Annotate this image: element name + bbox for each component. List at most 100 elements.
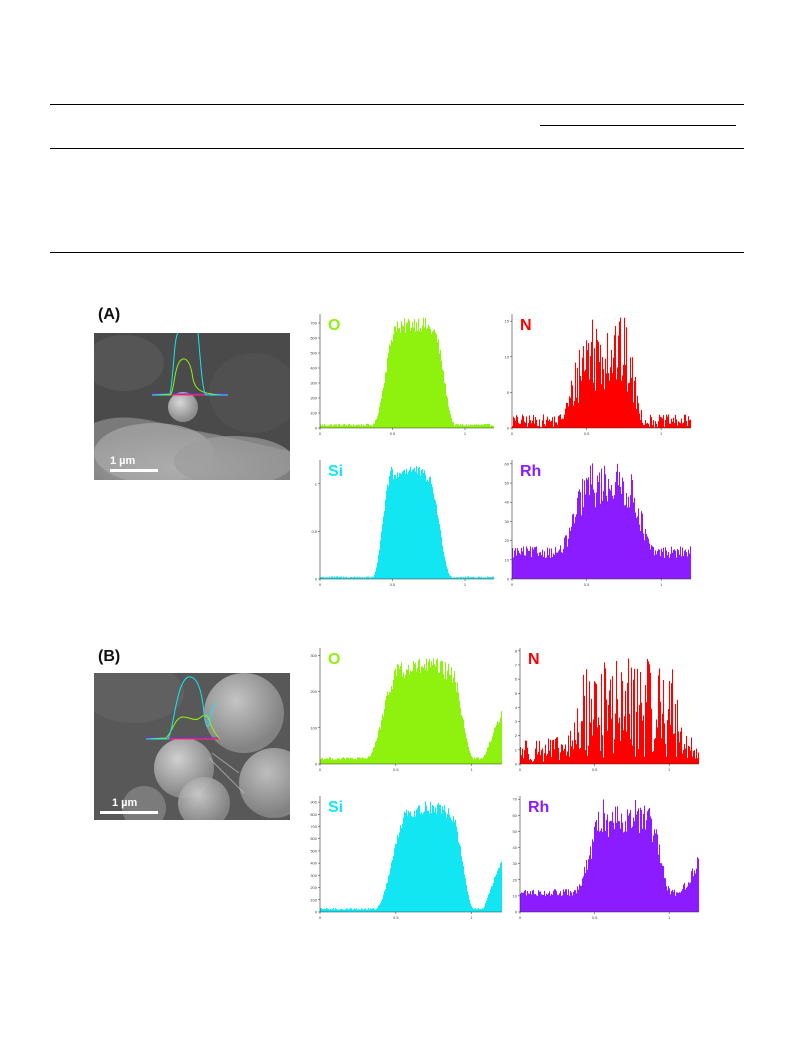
histogram-bar	[351, 908, 353, 912]
histogram-bar	[514, 418, 516, 428]
histogram-bar	[376, 908, 378, 912]
histogram-bar	[550, 895, 552, 912]
histogram-bar	[690, 419, 692, 428]
histogram-bar	[478, 757, 480, 764]
histogram-bar	[320, 424, 322, 428]
header-rule-bottom	[50, 252, 744, 253]
histogram-bar	[323, 909, 325, 912]
histogram-bar	[610, 490, 612, 579]
histogram-bar	[606, 373, 608, 428]
histogram-bar	[532, 420, 534, 428]
histogram-bar	[662, 865, 664, 912]
histogram-bar	[641, 702, 643, 764]
histogram-bar	[564, 891, 566, 912]
scale-bar-label-a: 1 µm	[110, 455, 136, 467]
histogram-bar	[433, 330, 435, 428]
histogram-bar	[460, 846, 462, 912]
histogram-bar	[640, 671, 642, 764]
histogram-bar	[453, 677, 455, 764]
histogram-bar	[626, 731, 628, 764]
histogram-bar	[341, 576, 343, 579]
histogram-bar	[547, 547, 549, 579]
histogram-bar	[596, 684, 598, 764]
histogram-bar	[392, 341, 394, 428]
histogram-bar	[469, 899, 471, 912]
histogram-bar	[631, 377, 633, 428]
histogram-bar	[431, 333, 433, 428]
histogram-bar	[646, 702, 648, 764]
histogram-bar	[548, 893, 550, 912]
histogram-bar	[328, 425, 330, 428]
histogram-bar	[646, 820, 648, 912]
histogram-bar	[586, 478, 588, 579]
histogram-bar	[467, 891, 469, 912]
histogram-bar	[440, 661, 442, 764]
histogram-bar	[685, 889, 687, 912]
y-tick-label: 800	[310, 812, 317, 817]
histogram-bar	[357, 909, 359, 912]
histogram-bar	[667, 890, 669, 912]
histogram-bar	[649, 664, 651, 764]
histogram-bar	[325, 425, 327, 428]
histogram-bar	[437, 342, 439, 428]
histogram-bar	[606, 819, 608, 912]
histogram-bar	[341, 426, 343, 428]
histogram-bar	[431, 661, 433, 764]
histogram-bar	[540, 755, 542, 764]
histogram-bar	[429, 658, 431, 764]
histogram-bar	[501, 711, 503, 764]
histogram-bar	[622, 681, 624, 764]
histogram-bar	[358, 909, 360, 912]
histogram-bar	[425, 474, 427, 579]
histogram-bar	[588, 477, 590, 579]
y-tick-label: 0	[315, 910, 318, 915]
histogram-bar	[421, 666, 423, 764]
histogram-bar	[599, 831, 601, 912]
histogram-bar	[371, 753, 373, 764]
histogram-bar	[429, 813, 431, 912]
histogram-bar	[554, 416, 556, 428]
panel-a-label: (A)	[98, 306, 121, 323]
histogram-bar	[334, 424, 336, 428]
histogram-bar	[530, 758, 532, 764]
histogram-bar	[441, 813, 443, 912]
histogram-bar	[428, 324, 430, 428]
histogram-bar	[372, 576, 374, 579]
histogram-bar	[567, 402, 569, 428]
histogram-bar	[562, 418, 564, 428]
histogram-bar	[562, 744, 564, 764]
histogram-bar	[674, 423, 676, 428]
histogram-bar	[599, 472, 601, 579]
histogram-bar	[462, 861, 464, 912]
histogram-bar	[533, 414, 535, 428]
histogram-bar	[405, 812, 407, 912]
histogram-bar	[413, 660, 415, 764]
histogram-bar	[448, 406, 450, 428]
histogram-bar	[368, 756, 370, 764]
histogram-bar	[563, 750, 565, 764]
histogram-bar	[639, 832, 641, 912]
histogram-bar	[610, 367, 612, 428]
histogram-bar	[566, 402, 568, 428]
histogram-bar	[471, 425, 473, 428]
histogram-bar	[572, 385, 574, 428]
histogram-bar	[468, 894, 470, 912]
histogram-bar	[559, 549, 561, 579]
histogram-bar	[618, 723, 620, 764]
histogram-bar	[467, 741, 469, 764]
histogram-bar	[418, 660, 420, 764]
histogram-bar	[409, 320, 411, 428]
histogram-bar	[686, 887, 688, 912]
histogram-bar	[376, 740, 378, 764]
histogram-bar	[477, 577, 479, 579]
histogram-bar	[634, 668, 636, 764]
histogram-bar	[621, 813, 623, 912]
histogram-bar	[350, 757, 352, 764]
histogram-bar	[604, 389, 606, 428]
histogram-bar	[455, 682, 457, 764]
histogram-bar	[515, 548, 517, 579]
histogram-bar	[557, 552, 559, 579]
y-tick-label: 300	[310, 381, 317, 386]
